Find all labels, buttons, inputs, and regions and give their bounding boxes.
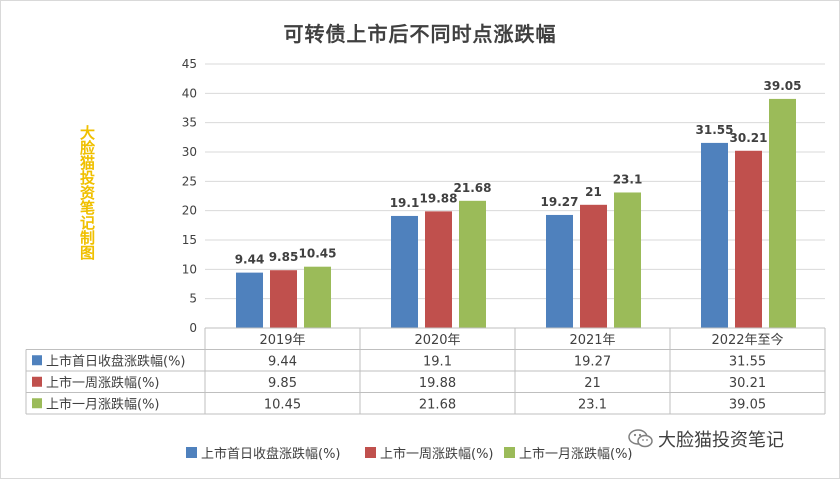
bar [425, 211, 452, 328]
y-tick-label: 25 [182, 174, 197, 188]
bar [391, 215, 418, 328]
side-note: 大脸猫投资笔记制图 [78, 124, 96, 260]
wechat-icon [628, 429, 653, 448]
table-cell: 21.68 [419, 397, 456, 412]
bar [459, 200, 486, 328]
y-tick-label: 35 [182, 116, 197, 130]
data-label: 19.88 [420, 191, 458, 205]
legend-swatch [365, 447, 376, 458]
y-tick-label: 45 [182, 57, 197, 71]
bar [614, 192, 641, 328]
y-tick-label: 30 [182, 145, 197, 159]
table-cell: 9.85 [268, 376, 297, 391]
bar [769, 98, 796, 328]
bar [701, 142, 728, 328]
bar [580, 204, 607, 328]
watermark: 大脸猫投资笔记 [628, 426, 784, 452]
data-label: 19.27 [541, 195, 579, 209]
table-cell: 19.1 [423, 354, 452, 369]
data-label: 31.55 [696, 123, 734, 137]
y-tick-label: 15 [182, 233, 197, 247]
table-legend-key [32, 355, 42, 366]
bar [236, 272, 263, 328]
table-series-name: 上市一周涨跌幅(%) [46, 375, 160, 391]
legend-label: 上市一周涨跌幅(%) [380, 446, 494, 462]
x-tick-label: 2022年至今 [711, 332, 783, 348]
table-cell: 30.21 [729, 376, 766, 391]
table-cell: 19.88 [419, 376, 456, 391]
y-tick-label: 10 [182, 262, 197, 276]
table-cell: 9.44 [268, 354, 297, 369]
table-series-name: 上市首日收盘涨跌幅(%) [46, 353, 186, 369]
data-label: 21.68 [454, 181, 492, 195]
legend-label: 上市首日收盘涨跌幅(%) [201, 446, 341, 462]
table-cell: 10.45 [264, 397, 301, 412]
bar [546, 214, 573, 328]
data-label: 21 [585, 185, 602, 199]
x-tick-label: 2019年 [259, 333, 305, 348]
bar [304, 266, 331, 328]
y-tick-label: 40 [182, 86, 197, 100]
legend-swatch [504, 447, 515, 458]
data-label: 10.45 [299, 247, 337, 261]
chart-title: 可转债上市后不同时点涨跌幅 [283, 22, 557, 46]
table-cell: 31.55 [729, 354, 766, 369]
table-cell: 21 [584, 376, 601, 391]
y-tick-label: 20 [182, 204, 197, 218]
watermark-text: 大脸猫投资笔记 [658, 430, 784, 451]
data-label: 9.85 [269, 250, 299, 264]
data-label: 39.05 [764, 79, 802, 93]
y-tick-label: 5 [189, 292, 197, 306]
x-tick-label: 2021年 [569, 333, 615, 348]
table-legend-key [32, 398, 42, 409]
table-cell: 19.27 [574, 354, 611, 369]
bar [735, 150, 762, 328]
legend-swatch [186, 447, 197, 458]
table-series-name: 上市一月涨跌幅(%) [46, 396, 160, 412]
data-label: 19.1 [390, 196, 420, 210]
table-cell: 23.1 [578, 397, 607, 412]
y-tick-label: 0 [189, 321, 197, 335]
data-label: 30.21 [730, 131, 768, 145]
legend-label: 上市一月涨跌幅(%) [519, 446, 633, 462]
data-label: 23.1 [613, 172, 643, 186]
table-legend-key [32, 376, 42, 387]
table-cell: 39.05 [729, 397, 766, 412]
data-label: 9.44 [235, 253, 265, 267]
bar [270, 270, 297, 328]
x-tick-label: 2020年 [414, 333, 460, 348]
